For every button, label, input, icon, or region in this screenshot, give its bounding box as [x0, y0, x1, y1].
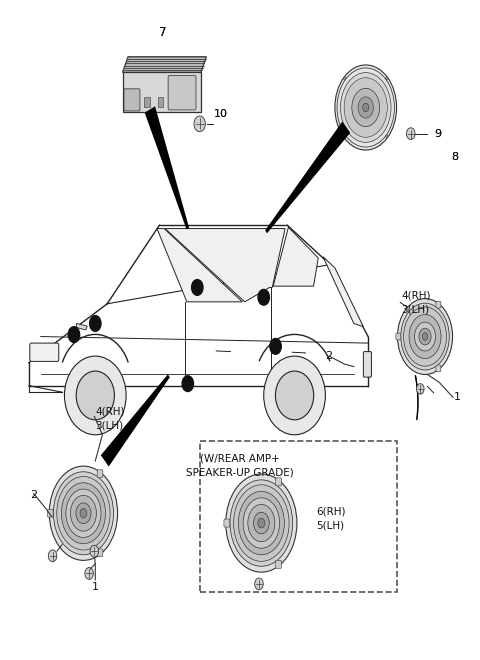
Text: 8: 8: [451, 152, 458, 162]
FancyBboxPatch shape: [436, 301, 441, 308]
FancyBboxPatch shape: [363, 352, 372, 377]
Polygon shape: [157, 228, 242, 302]
Circle shape: [248, 504, 275, 542]
Text: 3(LH): 3(LH): [96, 420, 123, 430]
Circle shape: [352, 88, 380, 127]
FancyBboxPatch shape: [168, 75, 196, 110]
Circle shape: [49, 466, 118, 560]
Text: 5(LH): 5(LH): [316, 520, 344, 530]
FancyBboxPatch shape: [97, 470, 103, 478]
Text: 10: 10: [214, 109, 228, 119]
FancyBboxPatch shape: [97, 549, 103, 557]
Text: 1: 1: [92, 581, 99, 591]
Ellipse shape: [264, 356, 325, 435]
Polygon shape: [273, 227, 318, 286]
FancyBboxPatch shape: [122, 73, 201, 112]
FancyBboxPatch shape: [48, 510, 53, 517]
Circle shape: [90, 315, 101, 331]
Polygon shape: [122, 57, 206, 73]
Circle shape: [66, 489, 101, 537]
Text: 4(RH): 4(RH): [96, 407, 125, 417]
Polygon shape: [323, 257, 363, 327]
Circle shape: [239, 491, 284, 555]
Circle shape: [335, 65, 396, 150]
Circle shape: [230, 480, 293, 566]
Circle shape: [344, 78, 387, 137]
Bar: [144, 97, 150, 107]
Circle shape: [358, 97, 373, 118]
Text: 3(LH): 3(LH): [401, 304, 430, 314]
FancyBboxPatch shape: [224, 519, 230, 527]
Circle shape: [85, 568, 94, 579]
Polygon shape: [265, 121, 350, 233]
Text: 4(RH): 4(RH): [401, 290, 431, 300]
Polygon shape: [144, 106, 189, 230]
Text: 7: 7: [159, 26, 167, 39]
FancyBboxPatch shape: [276, 478, 281, 486]
Polygon shape: [101, 374, 170, 467]
Circle shape: [401, 303, 449, 370]
FancyBboxPatch shape: [276, 560, 281, 568]
Circle shape: [80, 509, 87, 518]
Circle shape: [407, 128, 415, 139]
Circle shape: [90, 545, 98, 557]
Circle shape: [397, 298, 453, 374]
Circle shape: [234, 485, 289, 562]
Text: SPEAKER-UP GRADE): SPEAKER-UP GRADE): [186, 467, 294, 477]
Circle shape: [422, 333, 428, 341]
Text: 7: 7: [159, 26, 167, 39]
Text: 2: 2: [325, 351, 333, 361]
Circle shape: [385, 135, 388, 138]
Circle shape: [363, 103, 369, 112]
FancyBboxPatch shape: [30, 343, 59, 362]
Circle shape: [344, 77, 346, 80]
Circle shape: [404, 307, 446, 366]
Circle shape: [194, 116, 205, 132]
Text: 2: 2: [30, 490, 37, 500]
Text: 10: 10: [214, 109, 228, 119]
Circle shape: [48, 550, 57, 562]
Ellipse shape: [64, 356, 126, 435]
Bar: [158, 97, 163, 107]
Circle shape: [226, 474, 297, 572]
Text: 6(RH): 6(RH): [316, 507, 346, 517]
Polygon shape: [76, 323, 87, 330]
Circle shape: [76, 503, 91, 523]
Circle shape: [258, 518, 265, 528]
Circle shape: [344, 135, 346, 138]
Circle shape: [255, 578, 263, 590]
Circle shape: [419, 328, 431, 345]
FancyBboxPatch shape: [124, 89, 140, 111]
Circle shape: [340, 73, 391, 143]
Circle shape: [53, 472, 113, 554]
Text: 9: 9: [434, 129, 442, 139]
Ellipse shape: [276, 371, 314, 420]
FancyBboxPatch shape: [436, 365, 441, 372]
Circle shape: [182, 376, 193, 391]
Circle shape: [192, 280, 203, 295]
FancyBboxPatch shape: [396, 333, 401, 340]
Circle shape: [385, 77, 388, 80]
Circle shape: [258, 290, 269, 305]
Text: (W/REAR AMP+: (W/REAR AMP+: [200, 454, 280, 464]
Text: 8: 8: [451, 152, 458, 162]
Text: 1: 1: [454, 393, 460, 403]
Ellipse shape: [76, 371, 114, 420]
Circle shape: [243, 498, 280, 548]
Circle shape: [270, 339, 281, 354]
Circle shape: [61, 482, 106, 544]
Circle shape: [57, 477, 110, 550]
Circle shape: [253, 512, 269, 534]
Circle shape: [71, 496, 96, 531]
Circle shape: [415, 322, 435, 351]
Circle shape: [68, 327, 80, 343]
Text: 9: 9: [434, 129, 442, 139]
Circle shape: [409, 315, 441, 358]
Polygon shape: [165, 228, 285, 302]
Circle shape: [417, 383, 424, 394]
